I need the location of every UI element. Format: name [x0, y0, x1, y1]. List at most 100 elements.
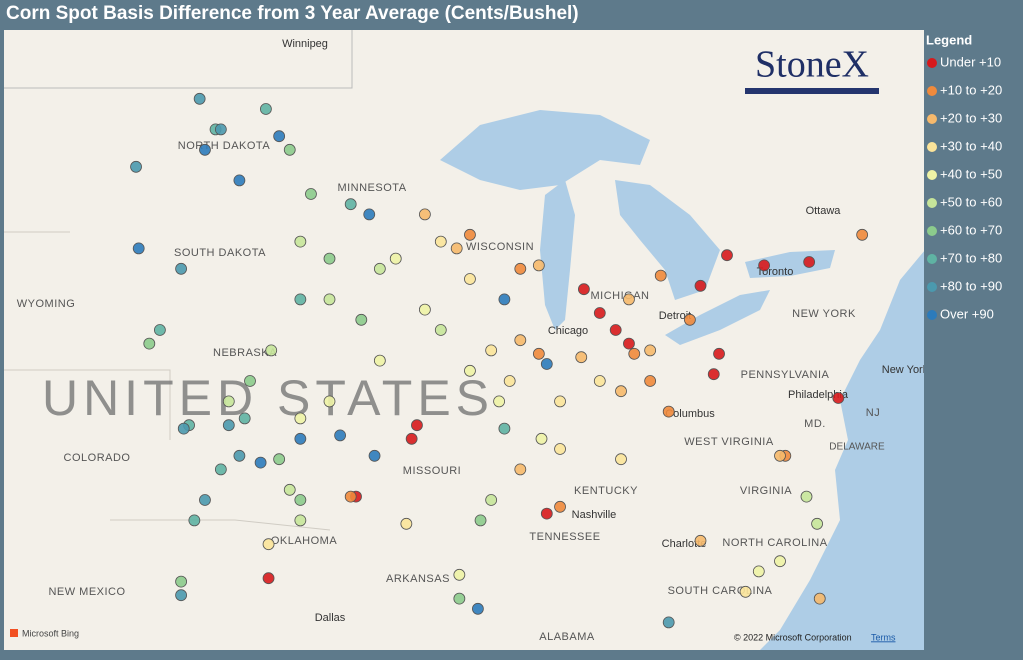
basemap: StoneX Winnipeg NORTH DAKOTA MINNESOTA S… — [4, 30, 929, 650]
point — [662, 616, 675, 629]
point — [514, 463, 527, 476]
point — [856, 228, 869, 241]
map-label: MINNESOTA — [337, 182, 406, 194]
legend-label: +10 to +20 — [940, 82, 1002, 97]
point — [434, 235, 447, 248]
provider: Microsoft Bing — [22, 628, 79, 638]
point — [214, 123, 227, 136]
legend-label: +30 to +40 — [940, 138, 1002, 153]
point — [132, 242, 145, 255]
map-label: OKLAHOMA — [271, 535, 338, 547]
map-label: Dallas — [315, 612, 346, 624]
point — [800, 490, 813, 503]
logo: StoneX — [755, 44, 869, 86]
point — [323, 252, 336, 265]
point — [405, 432, 418, 445]
terms-link[interactable]: Terms — [871, 632, 896, 642]
points — [130, 92, 869, 629]
map-label: SOUTH DAKOTA — [174, 247, 266, 259]
point — [199, 494, 211, 506]
point — [694, 534, 707, 547]
point — [832, 392, 845, 404]
title: Corn Spot Basis Difference from 3 Year A… — [6, 3, 579, 24]
point — [474, 514, 487, 527]
point — [418, 208, 431, 221]
point — [813, 592, 826, 605]
point — [493, 395, 506, 408]
map-label: Detroit — [659, 310, 691, 322]
point — [450, 242, 463, 255]
point — [535, 432, 548, 445]
map-label: PENNSYLVANIA — [741, 369, 830, 381]
point — [623, 337, 635, 350]
map-label: MICHIGAN — [591, 290, 650, 302]
legend-title: Legend — [926, 32, 972, 47]
point — [471, 602, 484, 615]
point — [593, 307, 606, 319]
legend-swatch — [927, 282, 937, 292]
point — [238, 412, 251, 425]
point — [373, 354, 386, 367]
point — [554, 443, 566, 455]
point — [628, 347, 641, 360]
point — [485, 494, 498, 506]
point — [434, 324, 447, 336]
legend-label: Under +10 — [940, 54, 1001, 69]
legend-label: +50 to +60 — [940, 194, 1002, 209]
map-label: Winnipeg — [282, 38, 328, 50]
legend-swatch — [927, 170, 937, 180]
point — [498, 293, 511, 306]
map-label: New York — [882, 364, 929, 376]
point — [418, 303, 431, 316]
copyright: © 2022 Microsoft Corporation — [734, 632, 852, 642]
point — [294, 293, 307, 306]
point — [262, 572, 275, 585]
legend-swatch — [927, 226, 937, 236]
point — [654, 269, 667, 282]
point — [294, 514, 307, 527]
point — [554, 395, 566, 408]
legend-swatch — [927, 198, 937, 208]
point — [578, 283, 590, 296]
point — [363, 208, 376, 221]
point — [389, 252, 402, 265]
point — [259, 103, 272, 115]
map-label: Columbus — [665, 408, 715, 420]
point — [283, 483, 296, 496]
point — [193, 92, 206, 105]
legend-label: +40 to +50 — [940, 166, 1002, 181]
point — [244, 375, 256, 387]
map-label: WYOMING — [17, 298, 76, 310]
point — [273, 453, 286, 466]
point — [464, 273, 476, 285]
point — [739, 585, 752, 598]
map-label: NEW MEXICO — [48, 586, 125, 598]
map-label: Chicago — [548, 325, 588, 337]
legend-swatch — [927, 142, 937, 152]
point — [644, 344, 657, 357]
point — [188, 514, 201, 527]
point — [283, 143, 296, 156]
map-label: Ottawa — [806, 205, 842, 217]
map-label: NEBRASKA — [213, 347, 277, 359]
point — [175, 575, 188, 588]
point — [233, 174, 246, 187]
point — [644, 375, 657, 387]
point — [294, 412, 307, 425]
map-label: WISCONSIN — [466, 241, 534, 253]
map-label: NEW YORK — [792, 308, 856, 320]
point — [811, 517, 823, 530]
point — [400, 517, 413, 530]
point — [344, 198, 357, 211]
point — [265, 344, 278, 357]
point — [615, 385, 627, 398]
point — [758, 259, 770, 272]
map-label: COLORADO — [64, 452, 131, 464]
point — [514, 262, 527, 275]
point — [130, 160, 142, 173]
point — [153, 324, 166, 336]
point — [305, 188, 317, 200]
map-label: WEST VIRGINIA — [684, 436, 774, 448]
